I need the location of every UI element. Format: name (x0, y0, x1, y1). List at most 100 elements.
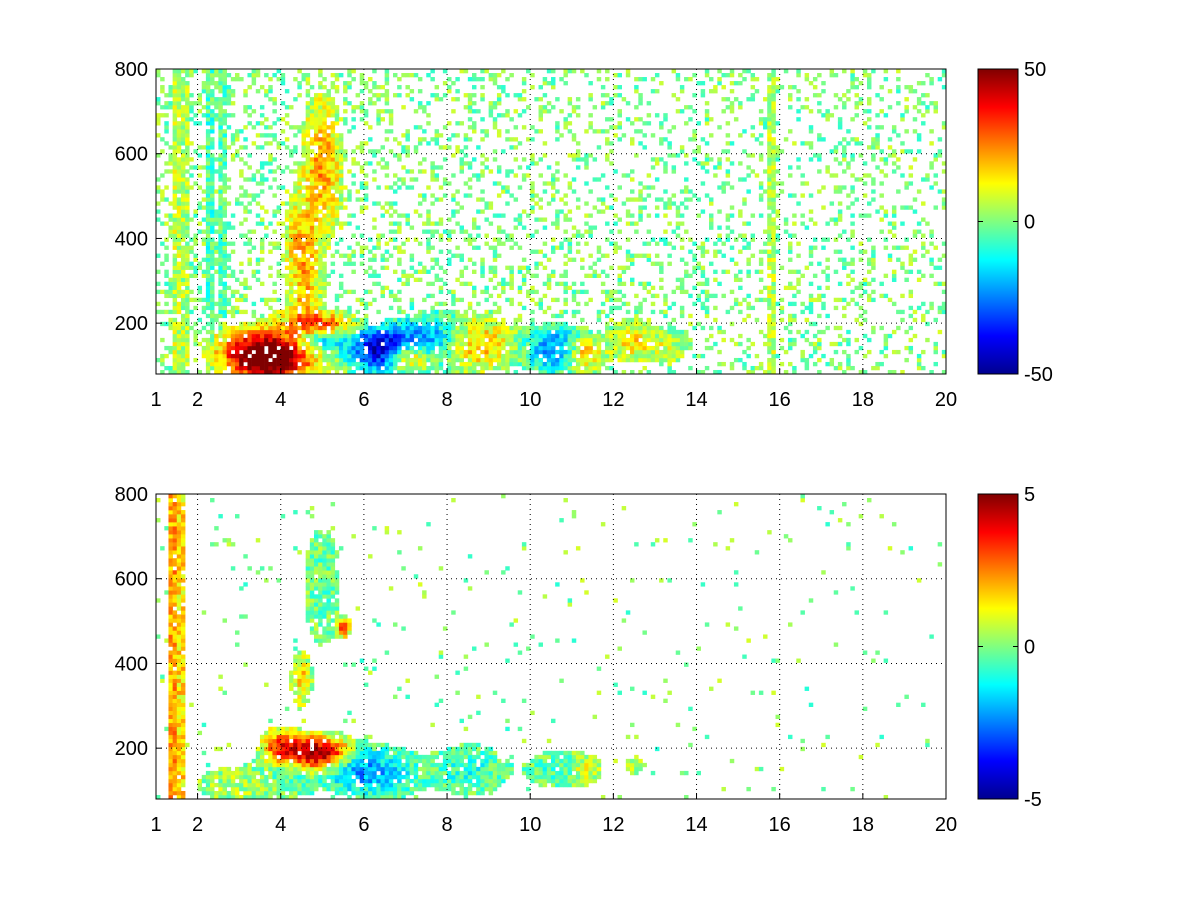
heatmap-cell (359, 197, 365, 202)
heatmap-cell (463, 181, 469, 186)
heatmap-cell (172, 317, 178, 323)
heatmap-cell (243, 89, 248, 94)
heatmap-cell (575, 325, 581, 331)
heatmap-cell (625, 257, 631, 262)
heatmap-cell (704, 237, 710, 242)
heatmap-cell (538, 345, 543, 351)
heatmap-cell (393, 189, 398, 194)
heatmap-cell (634, 345, 639, 351)
heatmap-cell (671, 93, 677, 98)
heatmap-cell (588, 253, 593, 258)
heatmap-cell (205, 337, 211, 343)
heatmap-cell (671, 349, 677, 355)
heatmap-cell (384, 73, 390, 78)
heatmap-cell (314, 329, 319, 335)
heatmap-cell (580, 289, 585, 295)
heatmap-cell (222, 273, 227, 278)
heatmap-cell (272, 281, 277, 287)
heatmap-cell (380, 257, 385, 262)
heatmap-cell (289, 197, 294, 202)
heatmap-cell (272, 245, 277, 250)
heatmap-cell (326, 317, 331, 323)
heatmap-cell (293, 261, 298, 266)
heatmap-cell (492, 337, 498, 343)
heatmap-cell (625, 325, 631, 331)
heatmap-cell (559, 333, 564, 339)
heatmap-cell (409, 333, 415, 339)
heatmap-cell (393, 137, 398, 142)
heatmap-cell (214, 241, 219, 246)
heatmap-cell (289, 337, 294, 343)
heatmap-cell (467, 97, 473, 102)
heatmap-cell (189, 69, 194, 74)
heatmap-cell (551, 177, 556, 182)
heatmap-cell (517, 265, 523, 270)
heatmap-cell (322, 161, 327, 166)
heatmap-cell (804, 329, 810, 335)
heatmap-cell (334, 325, 340, 331)
heatmap-cell (156, 113, 161, 118)
heatmap-cell (675, 337, 681, 343)
heatmap-cell (376, 329, 381, 335)
heatmap-cell (796, 201, 801, 206)
heatmap-cell (156, 185, 161, 190)
heatmap-cell (334, 85, 340, 90)
heatmap-cell (397, 333, 402, 339)
heatmap-cell (438, 361, 444, 367)
heatmap-cell (546, 357, 552, 363)
heatmap-cell (771, 141, 776, 146)
heatmap-cell (733, 273, 739, 278)
heatmap-cell (218, 201, 223, 206)
heatmap-cell (235, 137, 240, 142)
heatmap-cell (459, 165, 464, 170)
heatmap-cell (808, 353, 814, 359)
heatmap-cell (600, 281, 606, 287)
heatmap-cell (380, 265, 385, 270)
heatmap-cell (210, 237, 215, 242)
heatmap-cell (218, 265, 223, 270)
heatmap-cell (538, 261, 543, 266)
heatmap-cell (210, 109, 215, 114)
heatmap-cell (596, 209, 602, 214)
heatmap-cell (530, 209, 535, 214)
heatmap-cell (185, 213, 190, 218)
heatmap-cell (417, 161, 423, 166)
heatmap-cell (276, 145, 282, 150)
heatmap-cell (334, 149, 340, 154)
heatmap-cell (426, 365, 431, 371)
heatmap-cell (289, 297, 294, 303)
heatmap-cell (343, 81, 348, 86)
heatmap-cell (605, 153, 610, 158)
heatmap-cell (210, 77, 215, 82)
heatmap-cell (763, 189, 768, 194)
heatmap-cell (409, 265, 415, 270)
heatmap-cell (401, 249, 406, 254)
heatmap-cell (684, 329, 689, 335)
heatmap-cell (638, 301, 643, 307)
heatmap-cell (521, 357, 527, 363)
heatmap-cell (355, 341, 361, 347)
heatmap-cell (343, 261, 348, 266)
heatmap-cell (218, 353, 223, 359)
heatmap-cell (222, 209, 227, 214)
heatmap-cell (164, 197, 169, 202)
heatmap-cell (297, 129, 302, 134)
heatmap-cell (264, 321, 269, 327)
heatmap-cell (480, 333, 485, 339)
heatmap-cell (492, 81, 498, 86)
heatmap-cell (334, 153, 340, 158)
heatmap-cell (384, 137, 390, 142)
heatmap-cell (268, 313, 273, 319)
heatmap-cell (646, 357, 652, 363)
heatmap-cell (226, 97, 232, 102)
heatmap-cell (663, 309, 668, 315)
heatmap-cell (509, 281, 514, 287)
heatmap-cell (284, 121, 290, 126)
heatmap-cell (326, 201, 331, 206)
heatmap-cell (738, 161, 743, 166)
heatmap-cell (534, 337, 539, 343)
heatmap-cell (505, 297, 510, 303)
heatmap-cell (259, 353, 265, 359)
heatmap-cell (318, 165, 323, 170)
heatmap-cell (417, 365, 423, 371)
